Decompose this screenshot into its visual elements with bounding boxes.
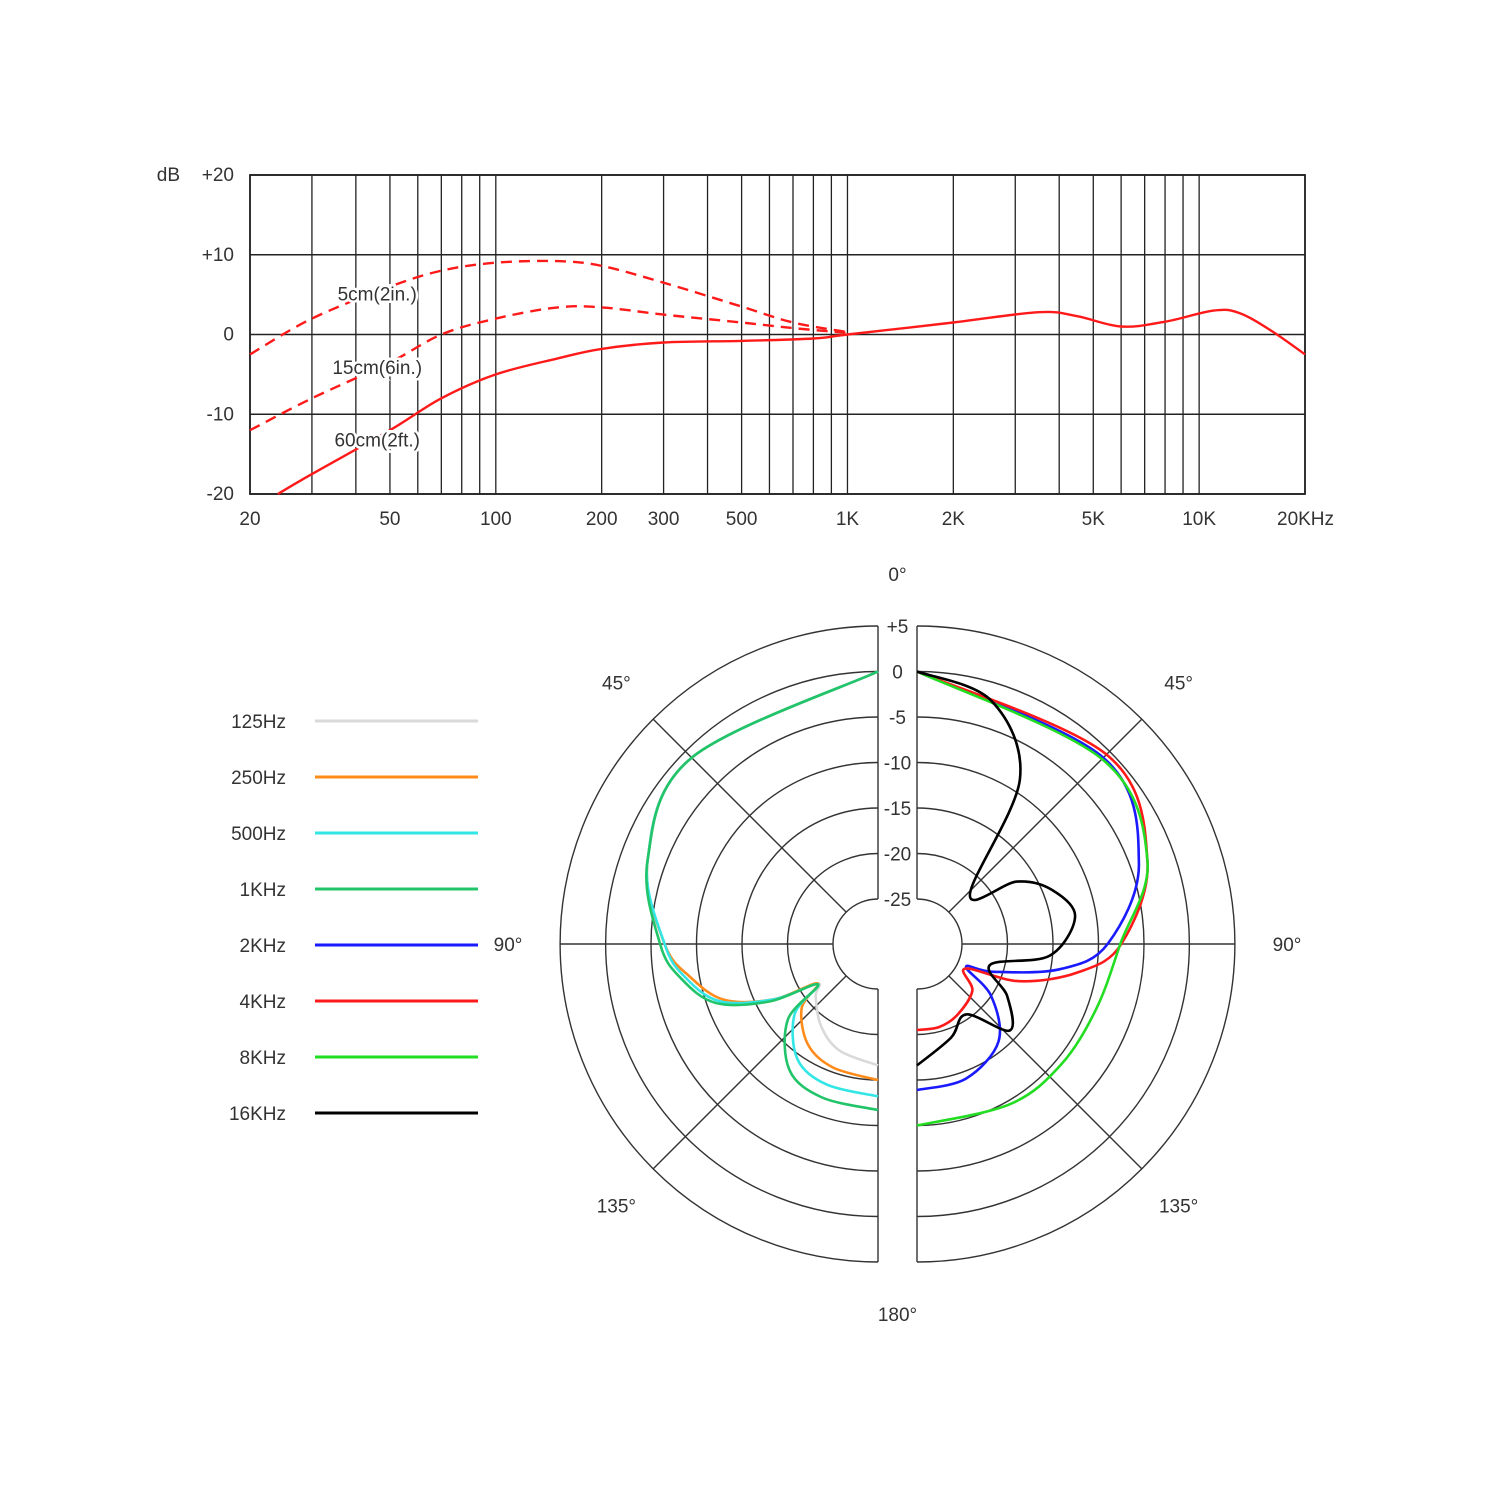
x-tick-label: 50 bbox=[379, 509, 400, 530]
polar-db-label: -15 bbox=[884, 799, 911, 820]
plot-frame bbox=[249, 174, 1306, 495]
polar-db-label: 0 bbox=[892, 663, 903, 684]
legend-label: 1KHz bbox=[240, 880, 286, 901]
legend-label: 4KHz bbox=[240, 992, 286, 1013]
legend-label: 2KHz bbox=[240, 936, 286, 957]
polar-db-label: +5 bbox=[887, 617, 909, 638]
legend-label: 250Hz bbox=[231, 768, 286, 789]
polar-angle-label: 180° bbox=[878, 1305, 917, 1326]
legend-label: 125Hz bbox=[231, 712, 286, 733]
x-tick-label: 2K bbox=[942, 509, 966, 530]
polar-db-label: -20 bbox=[884, 845, 911, 866]
polar-curve-250hz bbox=[645, 670, 879, 1082]
polar-curve-8khz bbox=[916, 670, 1149, 1127]
polar-curve-16khz bbox=[916, 670, 1077, 1067]
series-line-15cm-6in- bbox=[249, 305, 848, 432]
polar-angle-label: 135° bbox=[597, 1197, 636, 1218]
legend-label: 16KHz bbox=[229, 1104, 286, 1125]
polar-angle-label: 90° bbox=[1273, 935, 1302, 956]
polar-angle-label: 45° bbox=[1164, 673, 1193, 694]
polar-angle-label: 135° bbox=[1159, 1197, 1198, 1218]
polar-angle-label: 90° bbox=[494, 935, 523, 956]
x-tick-label: 500 bbox=[726, 509, 758, 530]
polar-pattern-chart: +5 0 -5 -10 -15 -20 -25 0° 45° 45° 90° 90° 135° 135° 1… bbox=[494, 565, 1302, 1326]
polar-angle-label: 45° bbox=[602, 673, 631, 694]
x-tick-label: 300 bbox=[648, 509, 680, 530]
x-tick-label: 100 bbox=[480, 509, 512, 530]
x-tick-label: 1K bbox=[836, 509, 860, 530]
x-tick-label: 20KHz bbox=[1277, 509, 1334, 530]
series-label: 5cm(2in.) bbox=[338, 285, 417, 306]
legend-label: 500Hz bbox=[231, 824, 286, 845]
y-tick-label: +10 bbox=[202, 245, 234, 266]
polar-db-label: -10 bbox=[884, 754, 911, 775]
polar-curve-1khz bbox=[645, 670, 879, 1112]
polar-legend: 125Hz 250Hz 500Hz 1KHz 2KHz 4KHz 8KHz 16KHz bbox=[229, 712, 478, 1125]
polar-db-label: -25 bbox=[884, 890, 911, 911]
x-tick-label: 200 bbox=[586, 509, 618, 530]
polar-ring-right bbox=[916, 898, 963, 990]
y-axis-label: dB bbox=[157, 165, 180, 186]
series-label: 15cm(6in.) bbox=[332, 358, 422, 379]
y-tick-label: -10 bbox=[207, 404, 234, 425]
polar-spoke-right bbox=[948, 975, 1143, 1170]
polar-angle-label: 0° bbox=[888, 565, 906, 586]
y-tick-label: 0 bbox=[223, 325, 234, 346]
y-tick-label: -20 bbox=[207, 484, 234, 505]
series-line-60cm-2ft- bbox=[277, 308, 1306, 496]
polar-curve-4khz bbox=[916, 670, 1149, 1032]
x-tick-label: 20 bbox=[239, 509, 260, 530]
polar-curve-125hz bbox=[645, 670, 879, 1067]
y-tick-label: +20 bbox=[202, 165, 234, 186]
frequency-response-chart: +20 +10 0 -10 -20 dB 20 50 100 200 300 500 1K 2K 5K 10K… bbox=[157, 165, 1334, 530]
legend-label: 8KHz bbox=[240, 1048, 286, 1069]
x-tick-label: 10K bbox=[1182, 509, 1216, 530]
polar-db-label: -5 bbox=[889, 708, 906, 729]
series-line-5cm-2in- bbox=[249, 259, 848, 356]
polar-spoke-left bbox=[652, 975, 847, 1170]
series-label: 60cm(2ft.) bbox=[334, 431, 420, 452]
polar-curve-500hz bbox=[645, 670, 879, 1098]
polar-spoke-left bbox=[652, 718, 847, 913]
polar-spoke-right bbox=[948, 718, 1143, 913]
polar-ring-left bbox=[832, 898, 879, 990]
polar-curve-2khz bbox=[916, 670, 1141, 1092]
x-tick-label: 5K bbox=[1082, 509, 1106, 530]
